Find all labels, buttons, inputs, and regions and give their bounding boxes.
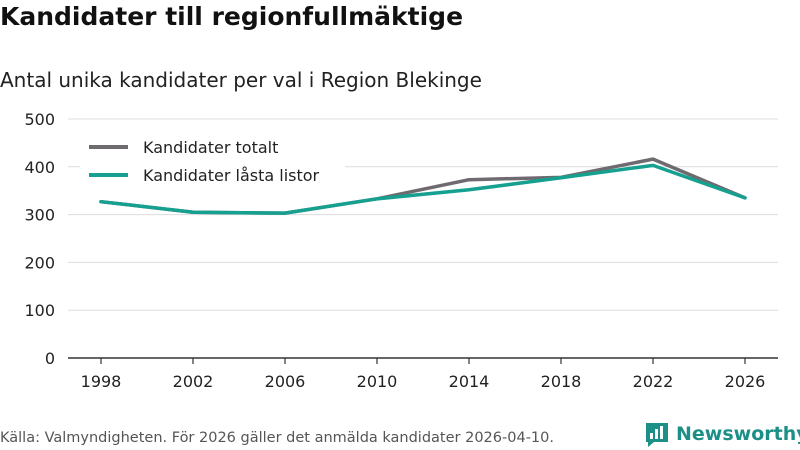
x-tick-label: 2010	[357, 372, 398, 391]
chart-subtitle: Antal unika kandidater per val i Region …	[0, 68, 482, 92]
legend-background	[80, 130, 345, 190]
series-lines	[99, 157, 747, 215]
y-tick-label: 500	[24, 110, 55, 129]
series-line-2	[99, 163, 747, 215]
x-tick-label: 2014	[449, 372, 490, 391]
x-tick-label: 2002	[173, 372, 214, 391]
x-tick-label: 2022	[633, 372, 674, 391]
legend-label: Kandidater låsta listor	[143, 166, 320, 185]
brand-name: Newsworthy	[676, 423, 800, 445]
y-tick-label: 300	[24, 206, 55, 225]
y-axis-ticks: 0 100 200 300 400 500	[24, 110, 55, 368]
newsworthy-logo-icon	[646, 422, 668, 447]
legend-box	[80, 130, 345, 190]
brand-logo: Newsworthy	[644, 420, 800, 448]
y-tick-label: 400	[24, 158, 55, 177]
y-tick-label: 200	[24, 253, 55, 272]
legend-label: Kandidater totalt	[143, 138, 278, 157]
x-tick-label: 2006	[265, 372, 306, 391]
line-chart: 0 100 200 300 400 500 1998 2002 2006 2010 2014 201…	[24, 110, 778, 391]
source-note: Källa: Valmyndigheten. För 2026 gäller d…	[0, 430, 554, 446]
y-tick-label: 0	[45, 349, 55, 368]
legend: Kandidater totalt Kandidater låsta listor	[89, 138, 320, 185]
x-tick-label: 2026	[725, 372, 766, 391]
x-tick-label: 1998	[81, 372, 122, 391]
chart-title: Kandidater till regionfullmäktige	[0, 2, 464, 31]
y-tick-label: 100	[24, 301, 55, 320]
x-axis-ticks: 1998 2002 2006 2010 2014 2018 2022 2026	[81, 358, 766, 391]
x-tick-label: 2018	[541, 372, 582, 391]
